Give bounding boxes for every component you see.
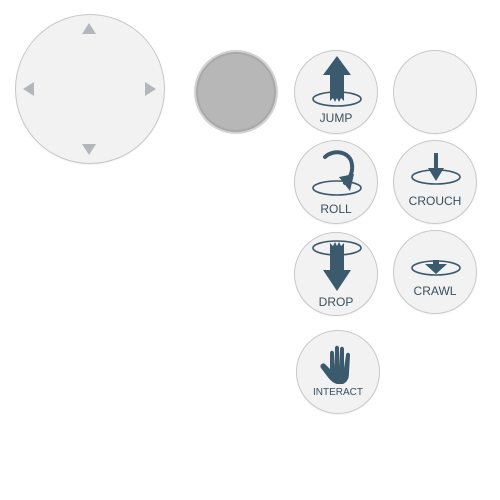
crouch-label: CROUCH — [408, 194, 462, 208]
crawl-button[interactable]: CRAWL — [393, 230, 477, 314]
crawl-arrow-icon — [411, 260, 461, 276]
dpad-up-arrow-icon[interactable] — [82, 23, 96, 34]
roll-button[interactable]: ROLL — [294, 140, 378, 224]
crouch-button[interactable]: CROUCH — [393, 140, 477, 224]
drop-button[interactable]: DROP — [294, 232, 378, 316]
jump-label: JUMP — [319, 111, 353, 125]
roll-arrow-icon — [312, 150, 362, 196]
crouch-arrow-icon — [411, 153, 461, 185]
dpad-down-arrow-icon[interactable] — [82, 144, 96, 155]
dpad-right-arrow-icon[interactable] — [145, 82, 156, 96]
analog-stick[interactable] — [194, 50, 278, 134]
dpad[interactable] — [15, 14, 165, 164]
interact-label: INTERACT — [313, 387, 363, 398]
crawl-label: CRAWL — [413, 284, 457, 298]
drop-arrow-icon — [312, 240, 362, 291]
jump-button[interactable]: JUMP — [294, 50, 378, 134]
interact-button[interactable]: INTERACT — [296, 330, 380, 414]
drop-label: DROP — [318, 295, 354, 309]
dpad-left-arrow-icon[interactable] — [23, 82, 34, 96]
roll-label: ROLL — [320, 202, 352, 216]
empty-button[interactable] — [393, 50, 477, 134]
jump-arrow-icon — [312, 56, 362, 107]
hand-icon — [320, 345, 350, 384]
